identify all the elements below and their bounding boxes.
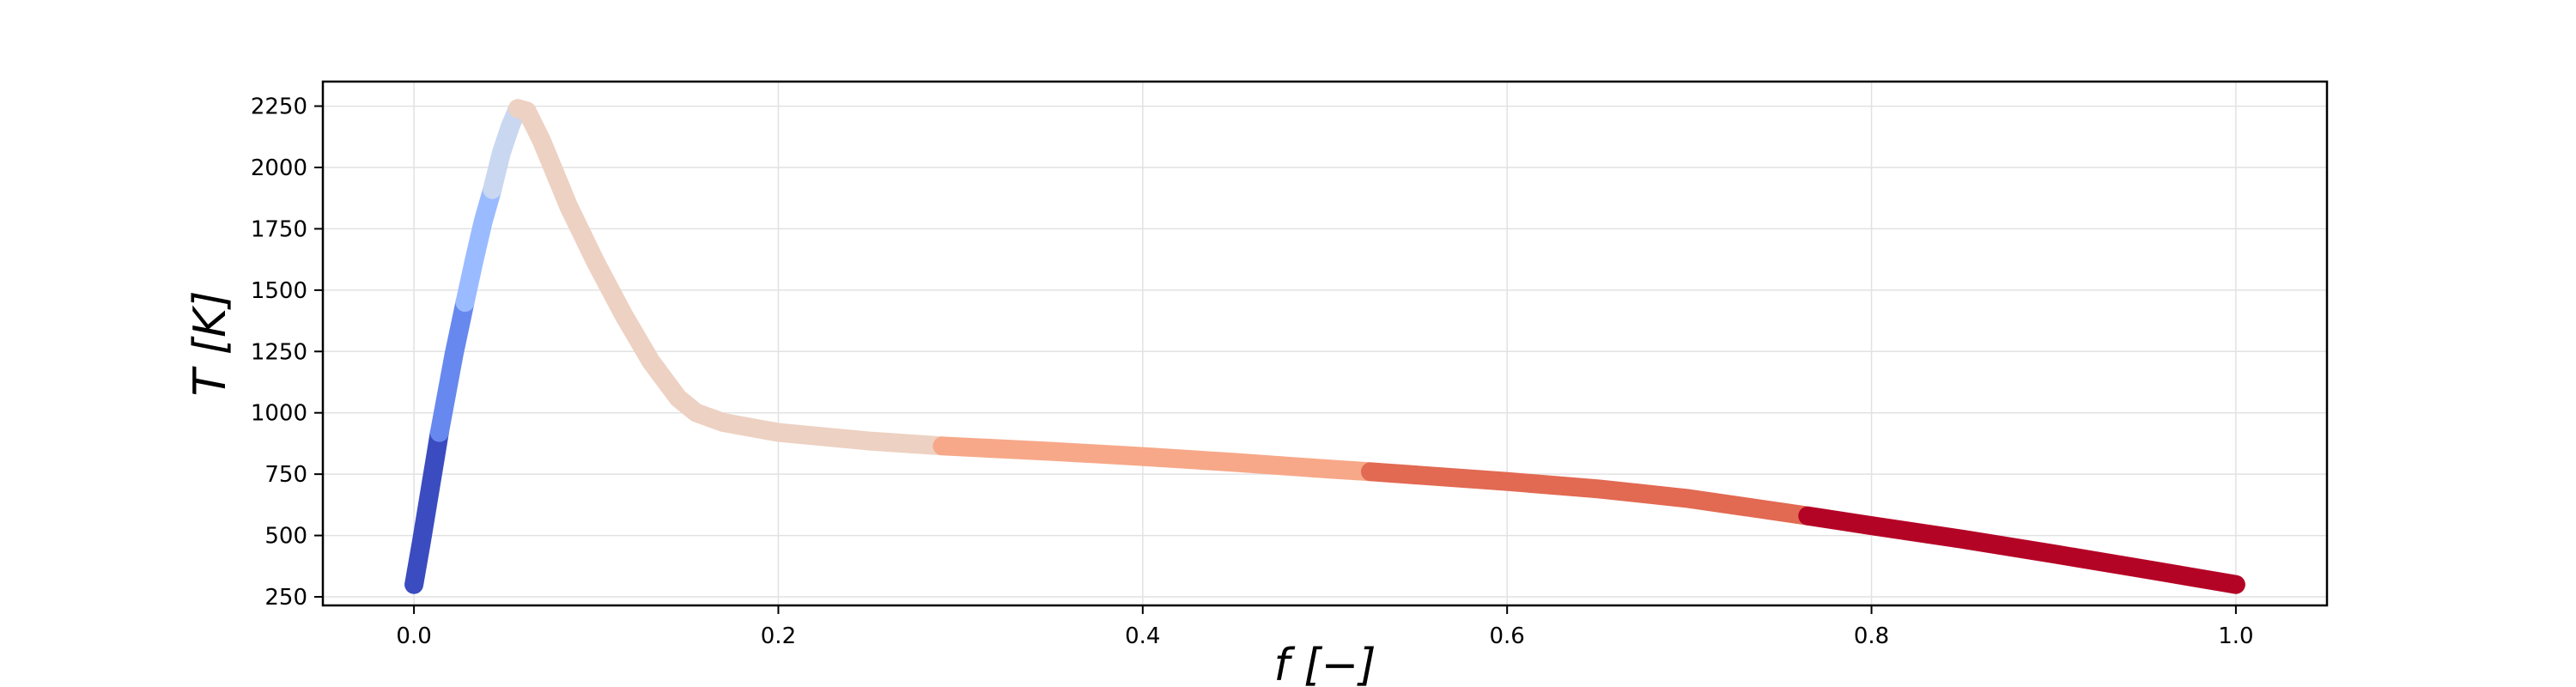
x-tick-label: 0.8 xyxy=(1854,623,1889,649)
y-tick-label: 1000 xyxy=(251,401,307,427)
x-tick-label: 0.2 xyxy=(761,623,796,649)
series-line-segment-3 xyxy=(455,179,502,313)
y-axis-label: T [K] xyxy=(185,291,236,397)
grid-lines xyxy=(323,82,2327,605)
y-tick-label: 250 xyxy=(264,585,307,611)
x-tick-label: 1.0 xyxy=(2218,623,2253,649)
y-tick-label: 2250 xyxy=(251,94,307,120)
series-line-segment-1 xyxy=(404,423,449,594)
series-layer xyxy=(404,99,2245,594)
y-tick-label: 500 xyxy=(264,524,307,550)
y-tick-label: 750 xyxy=(264,462,307,488)
x-tick-label: 0.0 xyxy=(396,623,431,649)
series-line-segment-2 xyxy=(429,293,475,442)
y-tick-label: 2000 xyxy=(251,155,307,181)
x-axis-label: f [−] xyxy=(1274,640,1376,687)
y-tick-label: 1750 xyxy=(251,216,307,242)
series-line-segment-7 xyxy=(1361,462,1818,526)
series-line-segment-6 xyxy=(933,436,1380,482)
y-tick-label: 1250 xyxy=(251,339,307,365)
x-tick-label: 0.4 xyxy=(1125,623,1160,649)
series-line-segment-5 xyxy=(508,99,952,456)
axis-ticks: 0.0 0.2 0.4 0.6 0.8 1.0 250 500 750 1000 1250 1500 1… xyxy=(251,94,2254,649)
y-tick-label: 1500 xyxy=(251,278,307,304)
x-tick-label: 0.6 xyxy=(1490,623,1525,649)
plot-frame xyxy=(321,80,2329,607)
series-line-segment-8 xyxy=(1798,506,2245,594)
